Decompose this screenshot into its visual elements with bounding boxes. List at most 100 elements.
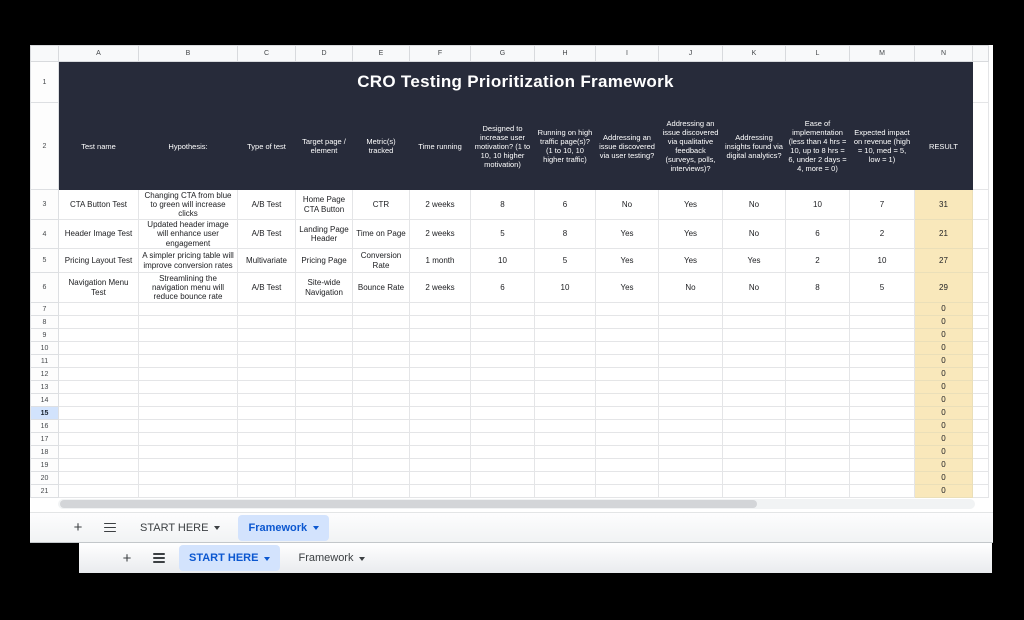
cell-G11[interactable] bbox=[470, 354, 535, 368]
cell-C8[interactable] bbox=[237, 315, 296, 329]
cell-H11[interactable] bbox=[534, 354, 596, 368]
header-cell-I[interactable]: Addressing an issue discovered via user … bbox=[595, 102, 659, 190]
cell-F9[interactable] bbox=[409, 328, 471, 342]
cell-B19[interactable] bbox=[138, 458, 238, 472]
cell-I5[interactable]: Yes bbox=[595, 248, 659, 273]
cell-G15[interactable] bbox=[470, 406, 535, 420]
row-header-21[interactable]: 21 bbox=[30, 484, 59, 498]
tab-start-here[interactable]: START HERE bbox=[130, 515, 230, 541]
cell-I18[interactable] bbox=[595, 445, 659, 459]
cell-E12[interactable] bbox=[352, 367, 410, 381]
cell-K6[interactable]: No bbox=[722, 272, 786, 303]
cell-D19[interactable] bbox=[295, 458, 353, 472]
cell-B6[interactable]: Streamlining the navigation menu will re… bbox=[138, 272, 238, 303]
cell-I7[interactable] bbox=[595, 302, 659, 316]
cell-L15[interactable] bbox=[785, 406, 850, 420]
cell-H15[interactable] bbox=[534, 406, 596, 420]
cell-F3[interactable]: 2 weeks bbox=[409, 189, 471, 220]
cell-A13[interactable] bbox=[58, 380, 139, 394]
cell-A7[interactable] bbox=[58, 302, 139, 316]
cell-H14[interactable] bbox=[534, 393, 596, 407]
cell-M11[interactable] bbox=[849, 354, 915, 368]
cell-E16[interactable] bbox=[352, 419, 410, 433]
cell-L19[interactable] bbox=[785, 458, 850, 472]
cell-L14[interactable] bbox=[785, 393, 850, 407]
cell-C18[interactable] bbox=[237, 445, 296, 459]
column-header-partial[interactable] bbox=[972, 45, 989, 62]
cell-F4[interactable]: 2 weeks bbox=[409, 219, 471, 249]
cell-O3[interactable] bbox=[972, 189, 989, 220]
cell-N17[interactable]: 0 bbox=[914, 432, 973, 446]
cell-B14[interactable] bbox=[138, 393, 238, 407]
cell-M7[interactable] bbox=[849, 302, 915, 316]
cell-I4[interactable]: Yes bbox=[595, 219, 659, 249]
cell-K7[interactable] bbox=[722, 302, 786, 316]
cell-A9[interactable] bbox=[58, 328, 139, 342]
cell-D13[interactable] bbox=[295, 380, 353, 394]
cell-B18[interactable] bbox=[138, 445, 238, 459]
cell-N9[interactable]: 0 bbox=[914, 328, 973, 342]
cell-B7[interactable] bbox=[138, 302, 238, 316]
add-sheet-button[interactable]: + bbox=[66, 516, 90, 540]
cell-N5[interactable]: 27 bbox=[914, 248, 973, 273]
cell-H13[interactable] bbox=[534, 380, 596, 394]
row-header-9[interactable]: 9 bbox=[30, 328, 59, 342]
cell-O4[interactable] bbox=[972, 219, 989, 249]
cell-J16[interactable] bbox=[658, 419, 723, 433]
column-header-H[interactable]: H bbox=[534, 45, 596, 62]
column-header-B[interactable]: B bbox=[138, 45, 238, 62]
row-header-2[interactable]: 2 bbox=[30, 102, 59, 190]
cell-C5[interactable]: Multivariate bbox=[237, 248, 296, 273]
cell-E19[interactable] bbox=[352, 458, 410, 472]
column-header-G[interactable]: G bbox=[470, 45, 535, 62]
cell-C3[interactable]: A/B Test bbox=[237, 189, 296, 220]
cell-H20[interactable] bbox=[534, 471, 596, 485]
cell-E5[interactable]: Conversion Rate bbox=[352, 248, 410, 273]
cell-F6[interactable]: 2 weeks bbox=[409, 272, 471, 303]
cell-L6[interactable]: 8 bbox=[785, 272, 850, 303]
cell-D15[interactable] bbox=[295, 406, 353, 420]
cell-E10[interactable] bbox=[352, 341, 410, 355]
cell-O1[interactable] bbox=[972, 61, 989, 103]
cell-O16[interactable] bbox=[972, 419, 989, 433]
cell-L9[interactable] bbox=[785, 328, 850, 342]
cell-J12[interactable] bbox=[658, 367, 723, 381]
cell-N10[interactable]: 0 bbox=[914, 341, 973, 355]
cell-B5[interactable]: A simpler pricing table will improve con… bbox=[138, 248, 238, 273]
cell-C20[interactable] bbox=[237, 471, 296, 485]
cell-O2[interactable] bbox=[972, 102, 989, 190]
cell-I17[interactable] bbox=[595, 432, 659, 446]
row-header-12[interactable]: 12 bbox=[30, 367, 59, 381]
cell-L13[interactable] bbox=[785, 380, 850, 394]
row-header-16[interactable]: 16 bbox=[30, 419, 59, 433]
cell-M13[interactable] bbox=[849, 380, 915, 394]
column-header-I[interactable]: I bbox=[595, 45, 659, 62]
cell-O9[interactable] bbox=[972, 328, 989, 342]
cell-G19[interactable] bbox=[470, 458, 535, 472]
cell-J14[interactable] bbox=[658, 393, 723, 407]
cell-K21[interactable] bbox=[722, 484, 786, 498]
cell-N6[interactable]: 29 bbox=[914, 272, 973, 303]
cell-N12[interactable]: 0 bbox=[914, 367, 973, 381]
cell-A12[interactable] bbox=[58, 367, 139, 381]
cell-E8[interactable] bbox=[352, 315, 410, 329]
cell-J5[interactable]: Yes bbox=[658, 248, 723, 273]
cell-D17[interactable] bbox=[295, 432, 353, 446]
cell-B3[interactable]: Changing CTA from blue to green will inc… bbox=[138, 189, 238, 220]
row-header-17[interactable]: 17 bbox=[30, 432, 59, 446]
cell-C17[interactable] bbox=[237, 432, 296, 446]
cell-O7[interactable] bbox=[972, 302, 989, 316]
cell-C4[interactable]: A/B Test bbox=[237, 219, 296, 249]
cell-L18[interactable] bbox=[785, 445, 850, 459]
cell-A18[interactable] bbox=[58, 445, 139, 459]
cell-A3[interactable]: CTA Button Test bbox=[58, 189, 139, 220]
cell-E11[interactable] bbox=[352, 354, 410, 368]
cell-K9[interactable] bbox=[722, 328, 786, 342]
cell-A19[interactable] bbox=[58, 458, 139, 472]
cell-N14[interactable]: 0 bbox=[914, 393, 973, 407]
header-cell-M[interactable]: Expected impact on revenue (high = 10, m… bbox=[849, 102, 915, 190]
cell-H10[interactable] bbox=[534, 341, 596, 355]
cell-N18[interactable]: 0 bbox=[914, 445, 973, 459]
cell-H8[interactable] bbox=[534, 315, 596, 329]
cell-M3[interactable]: 7 bbox=[849, 189, 915, 220]
